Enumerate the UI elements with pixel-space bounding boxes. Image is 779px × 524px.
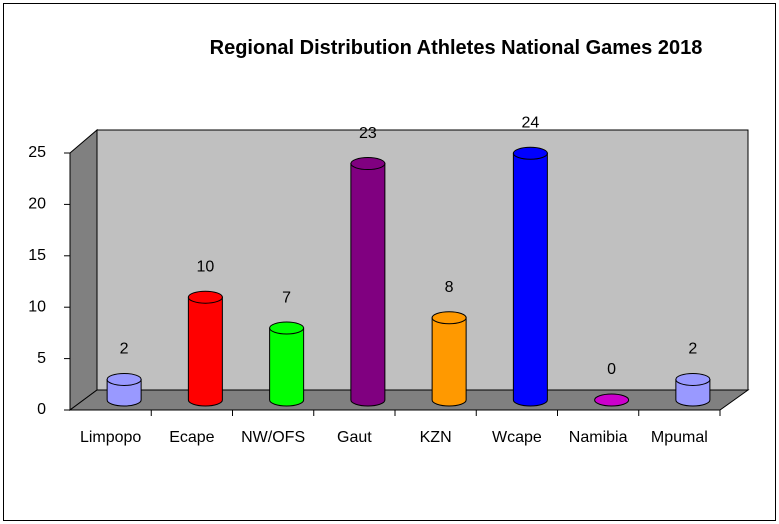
y-tick-label: 5 [37,350,46,367]
value-label: 2 [688,341,697,358]
bar-top [106,372,142,386]
bar-body [350,163,386,407]
y-tick-label: 25 [28,144,46,161]
bar-body [675,378,711,407]
value-label: 8 [445,279,454,296]
bar-body [269,327,305,407]
side-wall [69,128,98,411]
bar-body [187,296,223,407]
y-tick-label: 20 [28,196,46,213]
x-tick-label: NW/OFS [241,429,305,446]
floor [68,389,750,411]
value-label: 10 [196,258,214,275]
y-tick-label: 0 [37,401,46,418]
x-tick-label: Wcape [492,429,542,446]
bar-body [106,378,142,407]
value-label: 23 [359,125,377,142]
bar-top [269,321,305,335]
bar-top [431,311,467,325]
bar-top [187,290,223,304]
bar-top [350,157,386,171]
x-tick-label: Limpopo [80,429,141,446]
bar-body [512,152,548,407]
x-tick-label: Gaut [337,429,372,446]
y-tick-label: 15 [28,247,46,264]
bar-top [594,393,630,407]
chart-title: Regional Distribution Athletes National … [209,37,703,59]
bar-body [431,317,467,407]
x-tick-label: KZN [420,429,452,446]
x-tick-label: Namibia [569,429,628,446]
y-tick-label: 10 [28,298,46,315]
x-tick-label: Ecape [169,429,214,446]
value-label: 24 [521,114,539,131]
x-tick-label: Mpumal [651,429,708,446]
value-label: 0 [607,361,616,378]
value-label: 2 [120,341,129,358]
value-label: 7 [282,289,291,306]
bar-top [512,146,548,160]
bar-top [675,372,711,386]
